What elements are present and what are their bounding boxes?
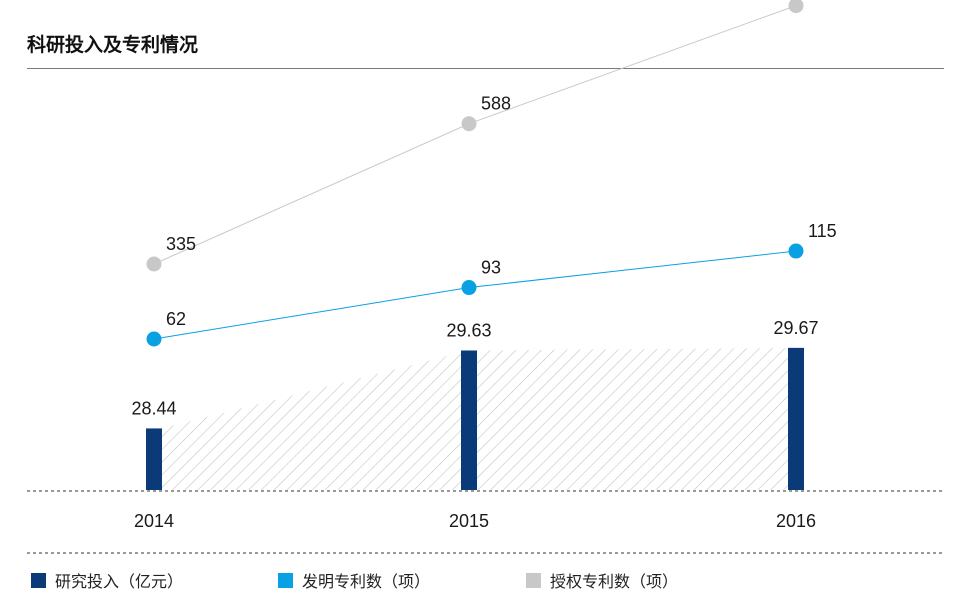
point-label-granted: 335	[166, 234, 196, 254]
bar-data-label: 29.67	[773, 318, 818, 338]
point-invention	[461, 280, 477, 296]
bar-data-label: 29.63	[446, 320, 491, 340]
legend-label-granted: 授权专利数（项）	[550, 572, 679, 591]
legend-label-invention: 发明专利数（项）	[302, 572, 431, 591]
hatch-area	[162, 347, 796, 490]
legend-item-granted: 授权专利数（项）	[526, 569, 678, 591]
point-granted	[788, 0, 804, 14]
point-invention	[788, 243, 804, 259]
x-tick-label: 2015	[449, 511, 489, 531]
bar-research	[461, 350, 477, 490]
point-granted	[461, 116, 477, 132]
point-label-granted: 588	[481, 94, 511, 114]
point-label-invention: 62	[166, 309, 186, 329]
line-granted	[153, 5, 797, 265]
point-label-invention: 93	[481, 258, 501, 278]
bar-research	[788, 347, 804, 490]
legend-swatch-granted	[526, 572, 541, 588]
legend-swatch-invention	[278, 572, 293, 588]
x-tick-label: 2016	[776, 511, 816, 531]
legend-item-invention: 发明专利数（项）	[278, 569, 430, 591]
point-invention	[146, 331, 162, 347]
legend-swatch-research	[31, 572, 46, 588]
chart-title: 科研投入及专利情况	[27, 34, 199, 56]
x-tick-label: 2014	[134, 511, 174, 531]
legend-label-research: 研究投入（亿元）	[55, 572, 184, 591]
title-divider	[27, 68, 944, 69]
legend: 研究投入（亿元） 发明专利数（项） 授权专利数（项）	[27, 569, 944, 591]
legend-item-research: 研究投入（亿元）	[31, 569, 183, 591]
bar-data-label: 28.44	[131, 398, 176, 418]
bar-research	[146, 428, 162, 490]
point-label-invention: 115	[808, 221, 837, 241]
point-granted	[146, 256, 162, 272]
